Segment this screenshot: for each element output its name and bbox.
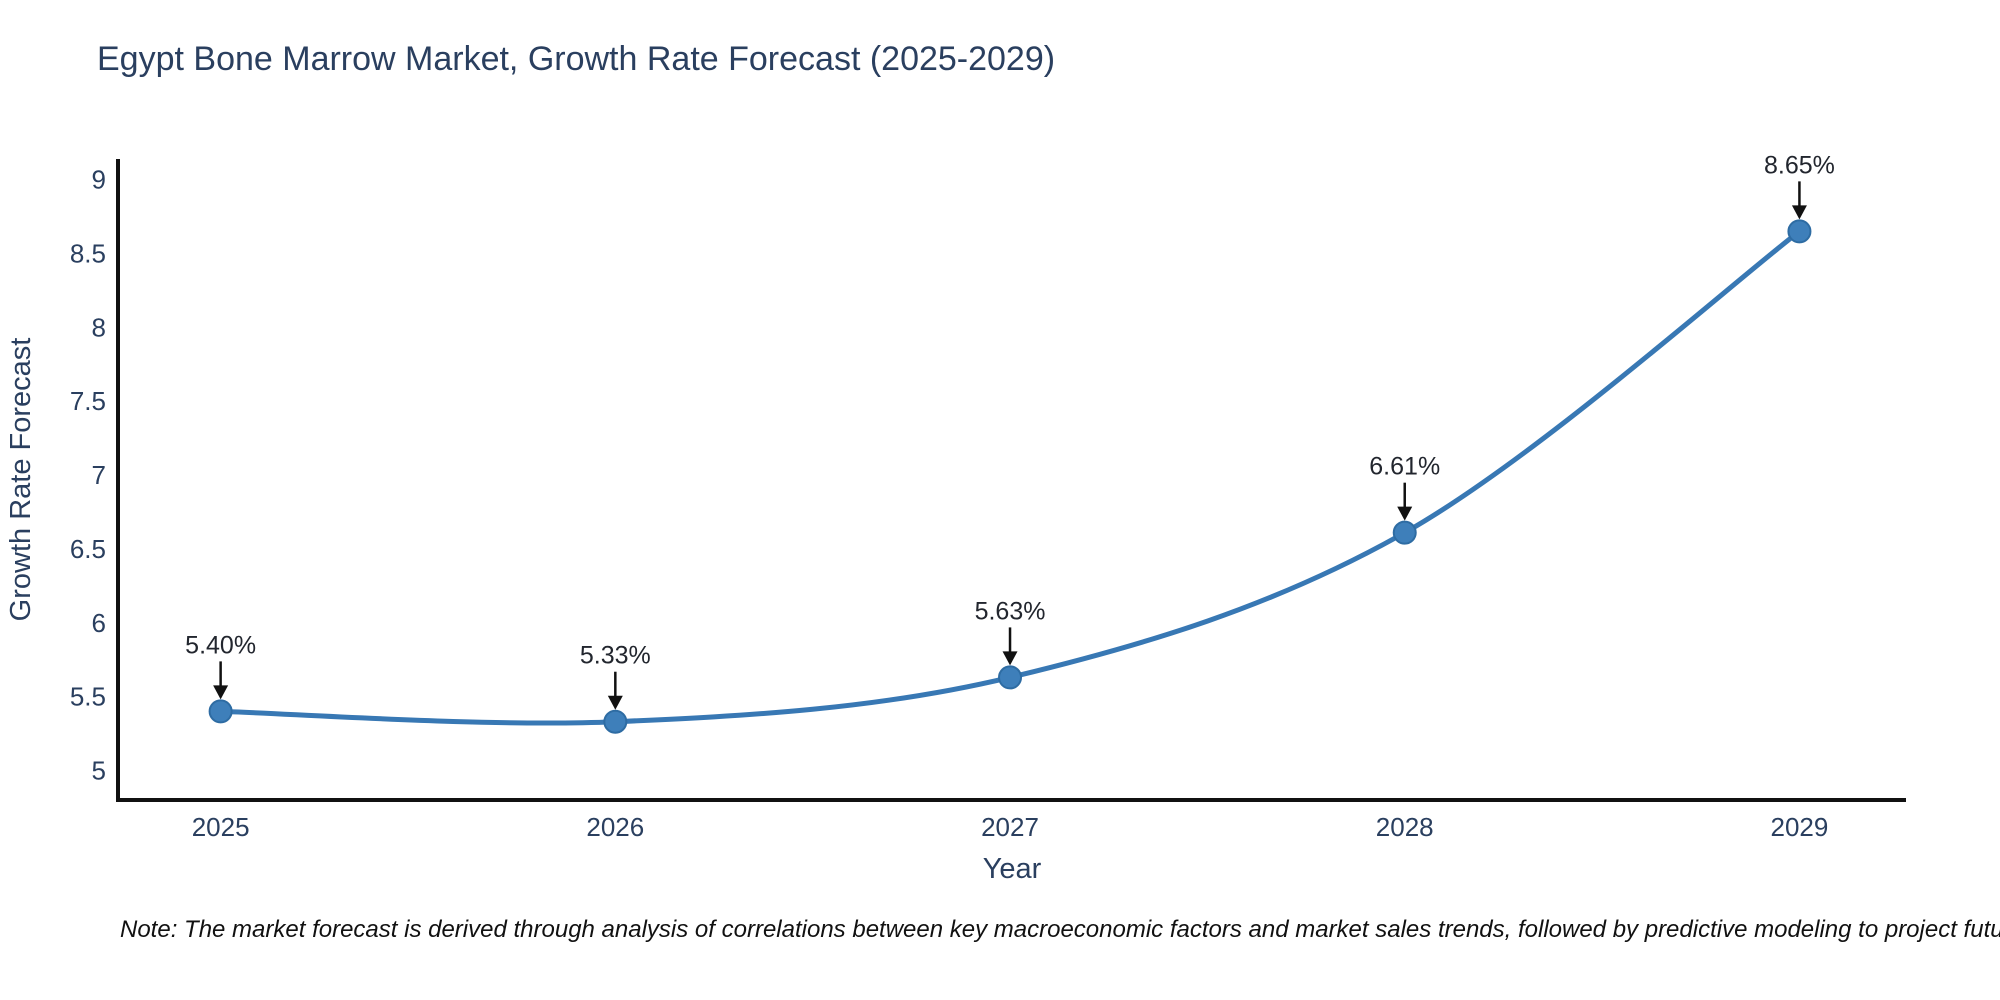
y-tick-label: 6 [92, 608, 106, 638]
y-tick-label: 5 [92, 755, 106, 785]
point-annotation: 5.33% [580, 642, 651, 670]
footnote: Note: The market forecast is derived thr… [120, 916, 2000, 943]
annotation-arrow-head [1397, 506, 1413, 521]
annotation-arrow-head [607, 695, 623, 710]
data-point-2025 [208, 699, 233, 724]
x-axis-title: Year [983, 853, 1042, 885]
point-annotation: 6.61% [1369, 453, 1440, 481]
x-tick-label: 2029 [1771, 812, 1829, 842]
trend-line [220, 229, 1801, 726]
point-annotation: 5.40% [185, 631, 256, 659]
point-annotation: 5.63% [975, 597, 1046, 625]
x-tick-label: 2028 [1376, 812, 1434, 842]
chart-title: Egypt Bone Marrow Market, Growth Rate Fo… [97, 40, 1056, 78]
data-point-2026 [603, 709, 628, 734]
y-tick-label: 8.5 [70, 239, 106, 269]
annotation-arrow-head [1002, 651, 1018, 666]
point-annotation: 8.65% [1764, 151, 1835, 179]
data-point-2027 [998, 665, 1023, 690]
y-tick-label: 5.5 [70, 682, 106, 712]
x-tick-label: 2025 [192, 812, 250, 842]
data-point-2029 [1787, 219, 1812, 244]
y-tick-label: 8 [92, 312, 106, 342]
data-point-2028 [1392, 520, 1417, 545]
annotation-arrow-head [1791, 205, 1807, 220]
x-tick-label: 2027 [981, 812, 1039, 842]
y-tick-label: 9 [92, 165, 106, 195]
x-tick-label: 2026 [586, 812, 644, 842]
y-axis-title: Growth Rate Forecast [5, 338, 37, 622]
axis-lines [116, 159, 1906, 802]
y-tick-label: 7 [92, 460, 106, 490]
y-tick-label: 7.5 [70, 386, 106, 416]
y-tick-label: 6.5 [70, 534, 106, 564]
annotation-arrow-head [213, 685, 229, 700]
